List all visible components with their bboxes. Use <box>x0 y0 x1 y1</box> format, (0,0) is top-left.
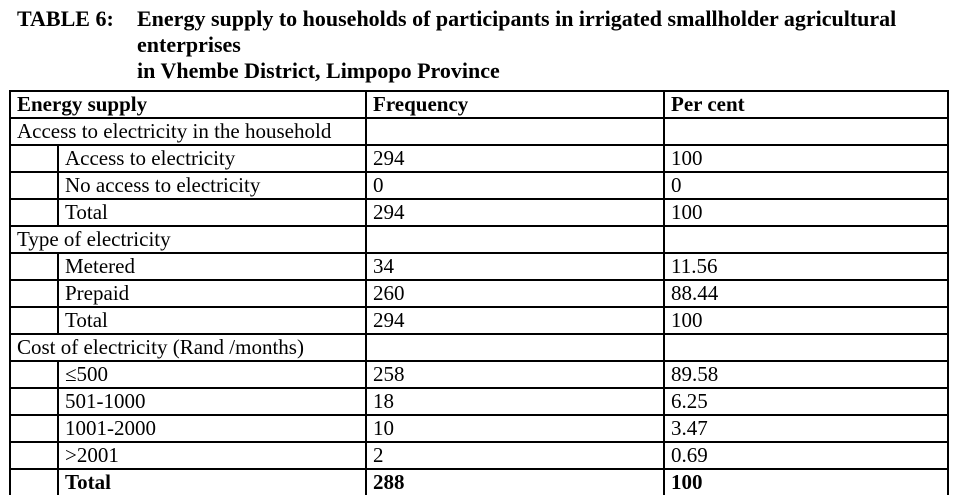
cell-percent: 100 <box>663 144 949 173</box>
table-row: >2001 2 0.69 <box>9 441 949 470</box>
table-caption: TABLE 6: Energy supply to households of … <box>0 0 956 84</box>
cell-label: Total <box>57 468 367 495</box>
indent-cell <box>9 198 59 227</box>
column-header-percent: Per cent <box>663 90 949 119</box>
empty-cell <box>663 117 949 146</box>
cell-label: Prepaid <box>57 279 367 308</box>
section-row: Type of electricity <box>9 225 949 254</box>
table-row: Total 294 100 <box>9 306 949 335</box>
cell-label: Total <box>57 306 367 335</box>
cell-percent: 11.56 <box>663 252 949 281</box>
cell-label: 1001-2000 <box>57 414 367 443</box>
header-row: Energy supply Frequency Per cent <box>9 90 949 119</box>
table-row: 501-1000 18 6.25 <box>9 387 949 416</box>
energy-supply-table: Energy supply Frequency Per cent Access … <box>9 90 949 495</box>
indent-cell <box>9 306 59 335</box>
cell-frequency: 34 <box>365 252 665 281</box>
indent-cell <box>9 279 59 308</box>
cell-percent: 3.47 <box>663 414 949 443</box>
cell-frequency: 2 <box>365 441 665 470</box>
section-header: Access to electricity in the household <box>9 117 367 146</box>
cell-frequency: 258 <box>365 360 665 389</box>
section-row: Cost of electricity (Rand /months) <box>9 333 949 362</box>
cell-frequency: 10 <box>365 414 665 443</box>
cell-percent: 100 <box>663 198 949 227</box>
table-row: Metered 34 11.56 <box>9 252 949 281</box>
indent-cell <box>9 441 59 470</box>
cell-label: Total <box>57 198 367 227</box>
cell-frequency: 294 <box>365 198 665 227</box>
empty-cell <box>365 117 665 146</box>
cell-frequency: 0 <box>365 171 665 200</box>
table-caption-text: Energy supply to households of participa… <box>137 6 946 84</box>
cell-label: 501-1000 <box>57 387 367 416</box>
cell-frequency: 294 <box>365 144 665 173</box>
section-header: Cost of electricity (Rand /months) <box>9 333 367 362</box>
cell-label: No access to electricity <box>57 171 367 200</box>
cell-frequency: 288 <box>365 468 665 495</box>
cell-label: >2001 <box>57 441 367 470</box>
cell-percent: 0.69 <box>663 441 949 470</box>
table-caption-line-1: Energy supply to households of participa… <box>137 6 897 57</box>
cell-percent: 0 <box>663 171 949 200</box>
empty-cell <box>663 333 949 362</box>
table-row: ≤500 258 89.58 <box>9 360 949 389</box>
table-caption-line-2: in Vhembe District, Limpopo Province <box>137 58 500 83</box>
indent-cell <box>9 144 59 173</box>
empty-cell <box>365 225 665 254</box>
table-row: Access to electricity 294 100 <box>9 144 949 173</box>
cell-label: Metered <box>57 252 367 281</box>
column-header-frequency: Frequency <box>365 90 665 119</box>
cell-frequency: 294 <box>365 306 665 335</box>
table-row: Total 294 100 <box>9 198 949 227</box>
indent-cell <box>9 360 59 389</box>
empty-cell <box>663 225 949 254</box>
cell-percent: 89.58 <box>663 360 949 389</box>
cell-label: Access to electricity <box>57 144 367 173</box>
indent-cell <box>9 414 59 443</box>
total-row: Total 288 100 <box>9 468 949 495</box>
indent-cell <box>9 252 59 281</box>
empty-cell <box>365 333 665 362</box>
cell-frequency: 18 <box>365 387 665 416</box>
indent-cell <box>9 387 59 416</box>
section-header: Type of electricity <box>9 225 367 254</box>
cell-percent: 100 <box>663 306 949 335</box>
table-row: 1001-2000 10 3.47 <box>9 414 949 443</box>
cell-label: ≤500 <box>57 360 367 389</box>
indent-cell <box>9 171 59 200</box>
column-header-energy-supply: Energy supply <box>9 90 367 119</box>
cell-percent: 100 <box>663 468 949 495</box>
table-row: No access to electricity 0 0 <box>9 171 949 200</box>
table-caption-number: TABLE 6: <box>17 6 114 31</box>
table-row: Prepaid 260 88.44 <box>9 279 949 308</box>
cell-frequency: 260 <box>365 279 665 308</box>
section-row: Access to electricity in the household <box>9 117 949 146</box>
cell-percent: 6.25 <box>663 387 949 416</box>
indent-cell <box>9 468 59 495</box>
cell-percent: 88.44 <box>663 279 949 308</box>
